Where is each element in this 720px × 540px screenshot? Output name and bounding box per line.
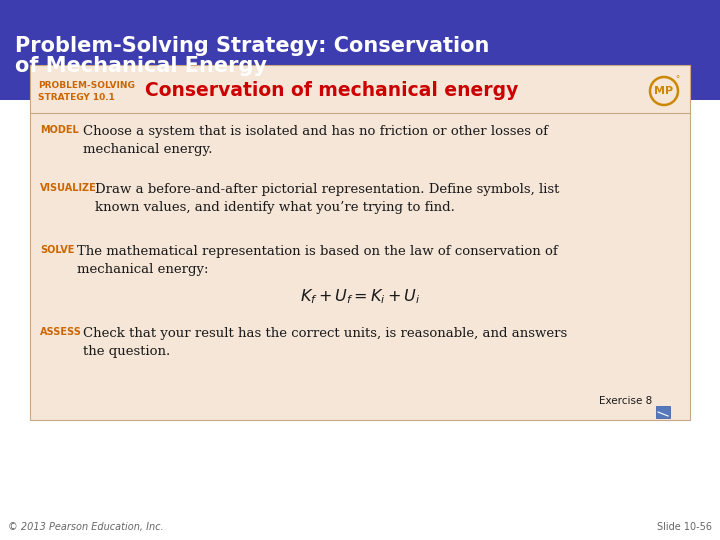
Text: The mathematical representation is based on the law of conservation of
mechanica: The mathematical representation is based… bbox=[77, 245, 558, 276]
Text: STRATEGY 10.1: STRATEGY 10.1 bbox=[38, 93, 115, 103]
Text: Draw a before-and-after pictorial representation. Define symbols, list
known val: Draw a before-and-after pictorial repres… bbox=[95, 183, 559, 214]
Text: Check that your result has the correct units, is reasonable, and answers
the que: Check that your result has the correct u… bbox=[83, 327, 567, 358]
Text: MODEL: MODEL bbox=[40, 125, 78, 135]
Text: SOLVE: SOLVE bbox=[40, 245, 74, 255]
Text: Conservation of mechanical energy: Conservation of mechanical energy bbox=[145, 82, 518, 100]
Text: ASSESS: ASSESS bbox=[40, 327, 82, 337]
FancyBboxPatch shape bbox=[656, 406, 670, 418]
Text: Problem-Solving Strategy: Conservation: Problem-Solving Strategy: Conservation bbox=[15, 36, 490, 56]
FancyBboxPatch shape bbox=[30, 65, 690, 420]
FancyBboxPatch shape bbox=[0, 0, 720, 100]
Text: PROBLEM-SOLVING: PROBLEM-SOLVING bbox=[38, 82, 135, 91]
Text: $K_f + U_f = K_i + U_i$: $K_f + U_f = K_i + U_i$ bbox=[300, 288, 420, 306]
Text: Exercise 8: Exercise 8 bbox=[599, 396, 652, 406]
Text: °: ° bbox=[675, 76, 679, 84]
Text: of Mechanical Energy: of Mechanical Energy bbox=[15, 56, 267, 76]
Text: Slide 10-56: Slide 10-56 bbox=[657, 522, 712, 532]
Text: VISUALIZE: VISUALIZE bbox=[40, 183, 96, 193]
Text: © 2013 Pearson Education, Inc.: © 2013 Pearson Education, Inc. bbox=[8, 522, 163, 532]
Text: MP: MP bbox=[654, 86, 674, 96]
Text: Choose a system that is isolated and has no friction or other losses of
mechanic: Choose a system that is isolated and has… bbox=[83, 125, 548, 156]
